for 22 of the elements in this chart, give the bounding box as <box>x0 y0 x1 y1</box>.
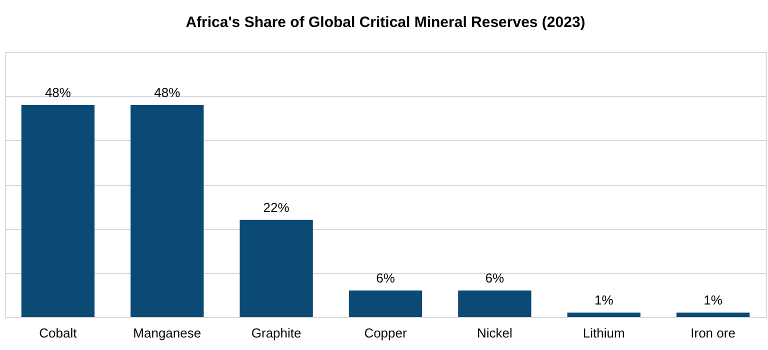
x-tick-label: Cobalt <box>39 326 78 340</box>
x-tick-label: Nickel <box>476 326 512 340</box>
bar <box>130 105 204 317</box>
chart-title: Africa's Share of Global Critical Mineral Reserves (2023) <box>186 14 586 31</box>
x-tick-label: Iron ore <box>690 326 736 340</box>
x-tick-label: Copper <box>364 326 408 340</box>
x-tick-label: Lithium <box>582 326 625 340</box>
data-label: 1% <box>594 292 614 308</box>
data-label: 1% <box>704 292 723 308</box>
data-label: 6% <box>376 270 396 286</box>
bar <box>240 220 313 317</box>
data-label: 22% <box>263 200 290 215</box>
data-label: 6% <box>485 270 505 286</box>
bar <box>458 290 532 317</box>
data-label: 48% <box>44 85 72 100</box>
x-tick-label: Manganese <box>133 326 202 340</box>
bar <box>21 105 95 317</box>
data-label: 48% <box>154 85 181 100</box>
bar <box>348 290 422 317</box>
x-tick-label: Graphite <box>251 326 302 340</box>
bar <box>567 312 640 317</box>
bar <box>676 312 750 317</box>
